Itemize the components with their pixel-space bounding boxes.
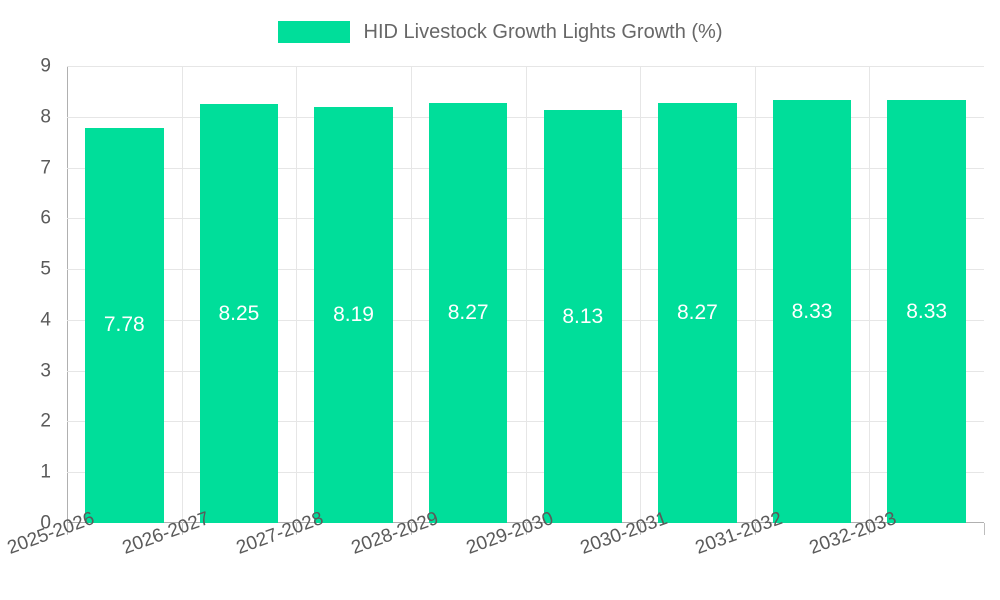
vertical-gridlines [67, 66, 984, 523]
bar-value-label: 8.27 [447, 301, 489, 325]
y-axis-tick-label: 6 [40, 207, 51, 229]
bar[interactable]: 8.19 [314, 107, 393, 523]
bar[interactable]: 8.33 [772, 100, 852, 523]
gridline-y-3 [67, 370, 984, 372]
gridline-y-6 [67, 218, 984, 220]
bar[interactable]: 7.78 [85, 127, 164, 523]
gridline-y-9 [67, 66, 984, 67]
bar-value-label: 8.19 [333, 303, 374, 327]
y-axis-tick-label: 3 [40, 360, 51, 382]
bar[interactable]: 8.25 [199, 104, 279, 523]
horizontal-gridlines: 0 1 2 3 4 5 6 7 8 9 [40, 57, 984, 533]
bar-value-label: 8.33 [791, 299, 833, 323]
y-axis-tick-label: 0 [40, 512, 51, 534]
gridline-x-4 [526, 66, 527, 523]
y-axis-tick-label: 8 [40, 106, 51, 128]
gridline-y-1 [67, 472, 984, 474]
x-axis-tick [296, 523, 297, 535]
x-axis-tick [984, 523, 985, 535]
y-axis-tick-label: 4 [40, 309, 51, 331]
bar-value-label: 8.27 [676, 301, 718, 325]
x-axis-tick [67, 523, 68, 535]
bar-value-label: 8.13 [562, 304, 604, 328]
gridline-y-8 [67, 116, 984, 118]
bar[interactable]: 8.27 [658, 103, 737, 523]
plot-area: 0 1 2 3 4 5 6 7 8 9 7.78 8.25 8.19 8.27 8.13 8.27 8.33 8… [40, 57, 984, 533]
x-axis-tick [755, 523, 756, 535]
legend-item-label: HID Livestock Growth Lights Growth (%) [363, 21, 723, 43]
y-axis-tick-label: 5 [40, 258, 51, 280]
gridline-x-7 [869, 66, 870, 523]
y-axis-tick-label: 9 [40, 55, 51, 77]
bar-value-label: 8.25 [218, 301, 260, 325]
gridline-y-0 [67, 522, 984, 523]
bar-value-label: 8.33 [906, 299, 948, 323]
gridline-x-3 [411, 66, 412, 523]
legend-item-hid-livestock-growth-lights[interactable]: HID Livestock Growth Lights Growth (%) [277, 21, 723, 43]
gridline-x-6 [755, 66, 756, 523]
gridline-x-2 [296, 66, 297, 523]
x-axis-tick [869, 523, 870, 535]
gridline-y-2 [67, 421, 984, 423]
gridline-y-5 [67, 269, 984, 271]
y-axis-tick-label: 1 [40, 461, 51, 483]
legend-color-swatch-icon [277, 21, 350, 43]
gridline-y-7 [67, 167, 984, 169]
x-axis-tick [411, 523, 412, 535]
y-axis-line [67, 66, 68, 524]
bars-container: 7.78 8.25 8.19 8.27 8.13 8.27 8.33 8.33 [67, 66, 984, 523]
x-axis-tick [182, 523, 183, 535]
chart-legend: HID Livestock Growth Lights Growth (%) [0, 14, 1000, 50]
bar-value-label: 7.78 [103, 313, 145, 337]
bar[interactable]: 8.33 [887, 100, 966, 523]
y-axis-tick-label: 2 [40, 410, 51, 432]
gridline-y-4 [67, 319, 984, 321]
y-axis-tick-label: 7 [40, 157, 51, 179]
bar[interactable]: 8.27 [428, 103, 508, 523]
x-axis-tick [640, 523, 641, 535]
gridline-x-5 [640, 66, 641, 523]
x-axis-tick [526, 523, 527, 535]
gridline-x-1 [182, 66, 183, 523]
bar[interactable]: 8.13 [543, 110, 623, 523]
